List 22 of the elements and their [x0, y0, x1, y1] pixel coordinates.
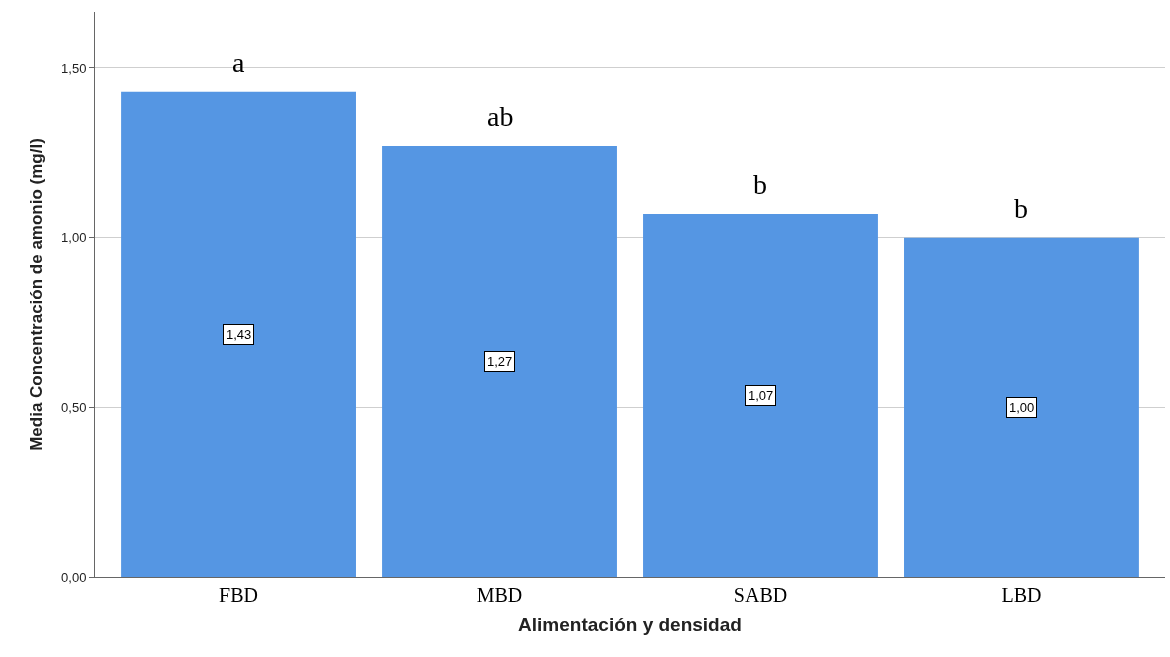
bar — [904, 237, 1139, 577]
y-tick-label: 1,00 — [61, 230, 87, 246]
y-axis-title: Media Concentración de amonio (mg/l) — [26, 138, 46, 451]
data-label: 1,00 — [1009, 400, 1035, 415]
data-label: 1,43 — [226, 327, 252, 342]
bar — [382, 146, 617, 577]
data-label: 1,27 — [487, 354, 513, 369]
x-tick-label: LBD — [1001, 584, 1042, 606]
annotation: a — [232, 47, 245, 78]
x-tick-label: FBD — [219, 584, 258, 606]
y-tick-label: 0,00 — [61, 569, 87, 585]
bar — [643, 213, 878, 577]
x-tick-label: MBD — [476, 584, 523, 606]
y-tick-label: 1,50 — [61, 60, 87, 76]
annotation: b — [1014, 193, 1028, 224]
annotation: ab — [487, 101, 514, 132]
data-label: 1,07 — [748, 388, 774, 403]
bar — [121, 91, 356, 577]
annotation: b — [753, 169, 767, 200]
x-tick-label: SABD — [733, 584, 788, 606]
y-tick-label: 0,50 — [61, 399, 87, 415]
x-axis-title: Alimentación y densidad — [518, 613, 742, 635]
